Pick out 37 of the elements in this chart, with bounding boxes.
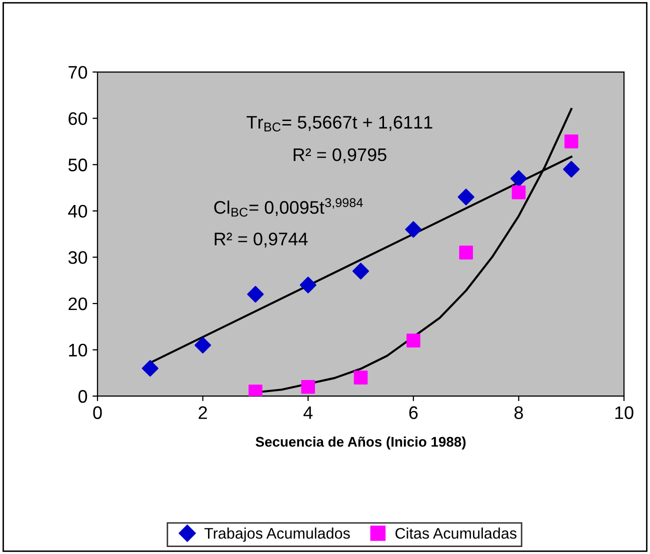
y-tick-label: 60 [68, 112, 88, 126]
x-tick-label: 8 [514, 406, 523, 420]
point [354, 370, 368, 384]
y-tick-label: 70 [68, 66, 88, 79]
point [405, 221, 422, 238]
point [459, 246, 473, 260]
legend-label: Trabajos Acumulados [204, 528, 350, 542]
annotation: R² = 0,9744 [214, 232, 308, 248]
point [510, 170, 527, 187]
point [458, 188, 474, 206]
point [406, 334, 420, 348]
x-tick-label: 2 [198, 406, 207, 419]
annotation: Tr$_{BC}$= 5,5667t + 1,6111 [246, 116, 432, 132]
x-tick-label: 6 [409, 406, 418, 420]
legend-label: Citas Acumuladas [396, 528, 516, 539]
annotation: R² = 0,9795 [294, 148, 386, 164]
y-tick-label: 50 [68, 158, 88, 172]
x-tick-label: 4 [303, 406, 313, 419]
annotation: Cl$_{BC}$= 0,0095t$^{3,9984}$ [214, 198, 363, 217]
x-axis-title: Secuencia de Años (Inicio 1988) [256, 436, 466, 450]
point [248, 384, 262, 396]
point [352, 262, 370, 280]
point [512, 185, 526, 200]
y-tick-label: 30 [68, 251, 88, 264]
y-tick-label: 20 [68, 297, 88, 310]
x-tick-label: 0 [93, 406, 102, 420]
point [564, 134, 578, 148]
point [301, 380, 316, 394]
point [142, 360, 158, 377]
point [194, 336, 212, 354]
x-tick-label: 10 [615, 406, 634, 420]
point [300, 276, 316, 294]
y-tick-label: 0 [78, 390, 88, 403]
y-tick-label: 10 [69, 344, 88, 357]
point [247, 286, 264, 303]
y-tick-label: 40 [68, 204, 88, 218]
point [563, 160, 580, 178]
